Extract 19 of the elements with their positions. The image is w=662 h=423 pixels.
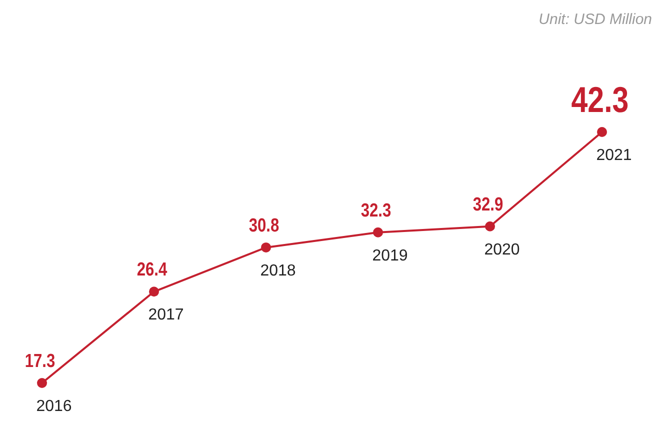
x-tick-label: 2019 [372, 247, 408, 264]
point [597, 127, 607, 137]
point [37, 378, 47, 388]
point [261, 242, 271, 252]
point [149, 286, 159, 297]
x-tick-label: 2016 [36, 398, 72, 415]
x-tick-label: 2021 [596, 147, 632, 164]
x-tick-label: 2020 [484, 241, 520, 258]
point [485, 221, 495, 232]
point [373, 227, 383, 238]
data-label: 42.3 [571, 79, 629, 120]
data-label: 26.4 [136, 258, 168, 280]
data-label: 32.9 [472, 192, 504, 215]
text: Unit: USD Million [538, 11, 652, 28]
data-label: 17.3 [24, 350, 56, 372]
data-label: 30.8 [248, 214, 280, 236]
data-label: 32.3 [360, 198, 392, 221]
x-tick-label: 2018 [260, 262, 296, 280]
x-tick-label: 2017 [148, 306, 184, 324]
